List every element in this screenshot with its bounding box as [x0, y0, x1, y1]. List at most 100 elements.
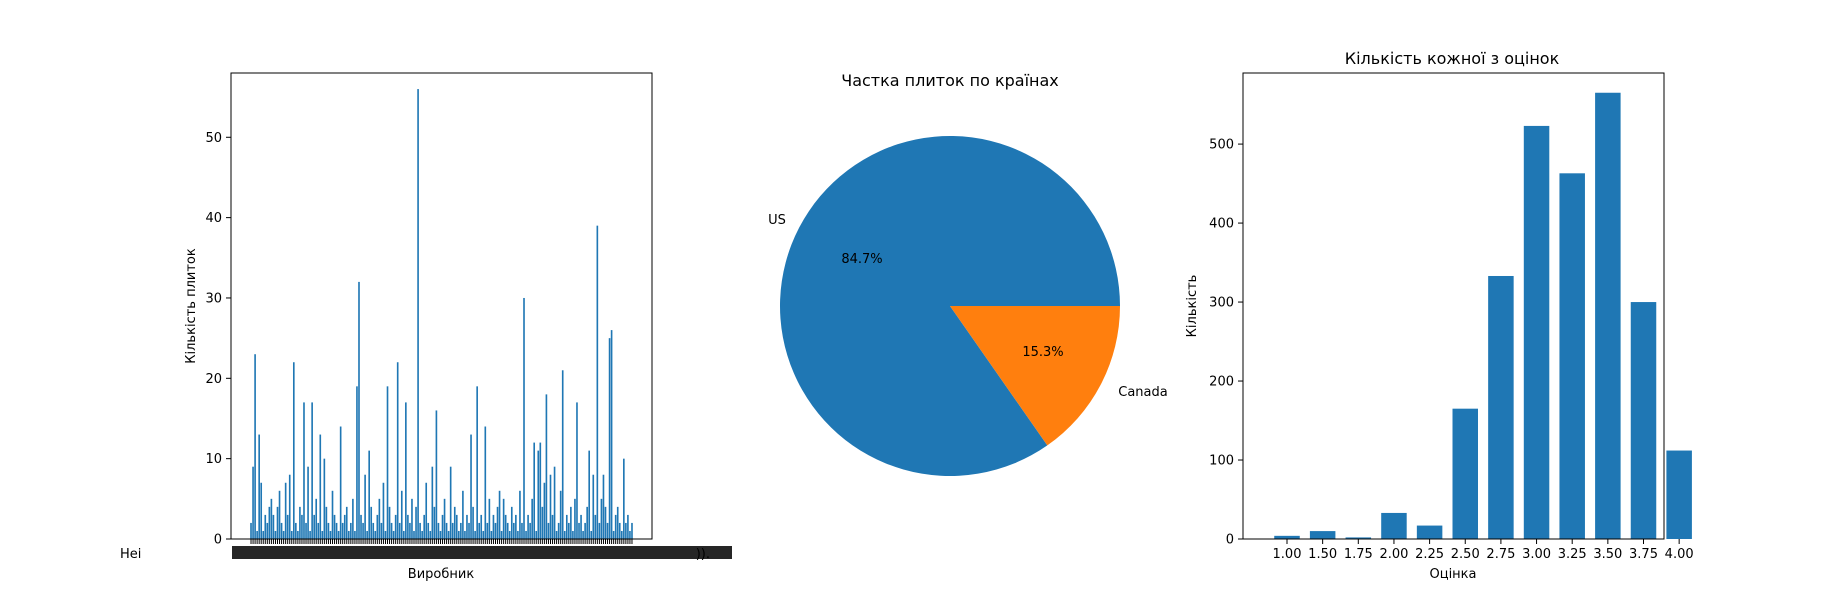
- manufacturer-bar: [435, 410, 438, 539]
- manufacturer-bar: [592, 474, 595, 539]
- manufacturer-bar: [398, 522, 401, 539]
- rating-y-tick-label: 0: [1226, 533, 1234, 548]
- ratings-bars: [1274, 92, 1692, 540]
- manufacturer-bar: [429, 530, 432, 539]
- manufacturer-bar: [594, 514, 597, 539]
- manufacturer-bar: [290, 530, 293, 539]
- manufacturer-bar: [549, 474, 552, 539]
- manufacturer-bar: [598, 522, 601, 539]
- manufacturer-y-tick-label: 50: [205, 131, 222, 146]
- manufacturer-bar: [618, 522, 621, 539]
- manufacturer-bar: [368, 450, 370, 539]
- ratings-y-axis-label: Кількість: [1185, 275, 1200, 338]
- manufacturer-bar: [358, 281, 360, 539]
- manufacturer-bar: [362, 522, 364, 539]
- manufacturer-bar: [620, 530, 623, 539]
- rating-y-tick-label: 100: [1209, 454, 1234, 469]
- manufacturer-bar: [270, 498, 273, 539]
- manufacturer-bars: [250, 89, 633, 539]
- rating-x-tick-label: 2.75: [1486, 547, 1515, 562]
- manufacturer-bar: [370, 506, 373, 539]
- manufacturer-bar: [396, 362, 399, 539]
- rating-x-tick-label: 3.75: [1629, 547, 1658, 562]
- manufacturer-bar: [584, 522, 586, 539]
- manufacturer-bar: [433, 506, 436, 539]
- manufacturer-bar: [508, 530, 511, 539]
- manufacturer-bar: [441, 514, 444, 539]
- manufacturer-bar: [274, 530, 277, 539]
- manufacturer-bar-chart: 0 10 20 30 40 50 Hei )). Виробник Кількість п…: [120, 72, 732, 582]
- manufacturer-bar: [272, 514, 275, 539]
- country-pie-chart: Частка плиток по країнах US 84.7% Canada…: [768, 71, 1168, 476]
- manufacturer-bar: [515, 514, 517, 539]
- manufacturer-bar: [490, 530, 493, 539]
- rating-x-tick-label: 3.25: [1558, 547, 1587, 562]
- pie-title: Частка плиток по країнах: [841, 71, 1059, 90]
- manufacturer-bar: [625, 522, 627, 539]
- manufacturer-bar: [476, 386, 478, 539]
- manufacturer-bar: [582, 530, 584, 539]
- manufacturer-bar: [531, 498, 533, 539]
- manufacturer-bar: [303, 402, 305, 539]
- manufacturer-bar: [297, 530, 299, 539]
- manufacturer-bar: [425, 482, 428, 539]
- manufacturer-bar: [586, 506, 588, 539]
- rating-x-tick-label: 2.00: [1379, 547, 1408, 562]
- manufacturer-bar: [350, 522, 352, 539]
- ratings-x-axis-label: Оцінка: [1429, 567, 1476, 582]
- manufacturer-bar: [472, 506, 474, 539]
- manufacturer-bar: [392, 530, 395, 539]
- manufacturer-y-tick-label: 40: [205, 211, 222, 226]
- manufacturer-bar: [386, 386, 389, 539]
- manufacturer-bar: [616, 506, 619, 539]
- ratings-y-ticks: 0 100 200 300 400 500: [1209, 138, 1243, 548]
- manufacturer-bar: [439, 530, 442, 539]
- manufacturer-bar: [527, 514, 529, 539]
- manufacturer-bar: [470, 434, 472, 539]
- pie-pct-canada: 15.3%: [1022, 345, 1063, 360]
- manufacturer-bar: [376, 514, 379, 539]
- manufacturer-bar: [333, 514, 336, 539]
- rating-bar: [1309, 531, 1336, 539]
- manufacturer-bar: [413, 530, 415, 539]
- pie-pct-us: 84.7%: [841, 252, 882, 267]
- manufacturer-bar: [390, 522, 393, 539]
- rating-x-tick-label: 2.50: [1451, 547, 1480, 562]
- manufacturer-bar: [576, 402, 578, 539]
- manufacturer-bar: [411, 498, 413, 539]
- manufacturer-bar: [323, 458, 326, 539]
- manufacturer-bar: [311, 402, 313, 539]
- rating-bar: [1274, 535, 1300, 539]
- pie-label-us: US: [768, 213, 786, 228]
- manufacturer-bar: [427, 522, 430, 539]
- rating-y-tick-label: 400: [1209, 217, 1234, 232]
- manufacturer-bar: [494, 522, 497, 539]
- manufacturer-bar: [321, 530, 324, 539]
- manufacturer-bar: [496, 506, 499, 539]
- manufacturer-y-tick-label: 10: [205, 452, 222, 467]
- manufacturer-bar: [504, 514, 507, 539]
- rating-bar: [1381, 512, 1407, 539]
- manufacturer-bar: [250, 522, 252, 539]
- pie-slice-us: [780, 135, 1120, 476]
- pie-slices: [780, 135, 1120, 476]
- ratings-bar-chart: Кількість кожної з оцінок 0 100 200 300 400 5…: [1185, 49, 1694, 582]
- manufacturer-bar: [565, 514, 568, 539]
- manufacturer-bar: [608, 338, 611, 539]
- manufacturer-bar: [513, 522, 515, 539]
- manufacturer-bar: [284, 482, 287, 539]
- pie-slice-canada: [950, 306, 1120, 446]
- manufacturer-bar: [258, 434, 260, 539]
- manufacturer-y-axis-label: Кількість плиток: [184, 248, 199, 364]
- manufacturer-bar: [282, 530, 285, 539]
- manufacturer-bar: [519, 490, 521, 539]
- manufacturer-bar: [480, 514, 483, 539]
- manufacturer-bar: [319, 434, 322, 539]
- manufacturer-bar: [256, 530, 258, 539]
- manufacturer-bar: [360, 514, 362, 539]
- manufacturer-bar: [329, 530, 332, 539]
- manufacturer-bar: [409, 522, 411, 539]
- manufacturer-bar: [301, 514, 303, 539]
- rating-bar: [1452, 408, 1478, 539]
- manufacturer-bar: [317, 522, 320, 539]
